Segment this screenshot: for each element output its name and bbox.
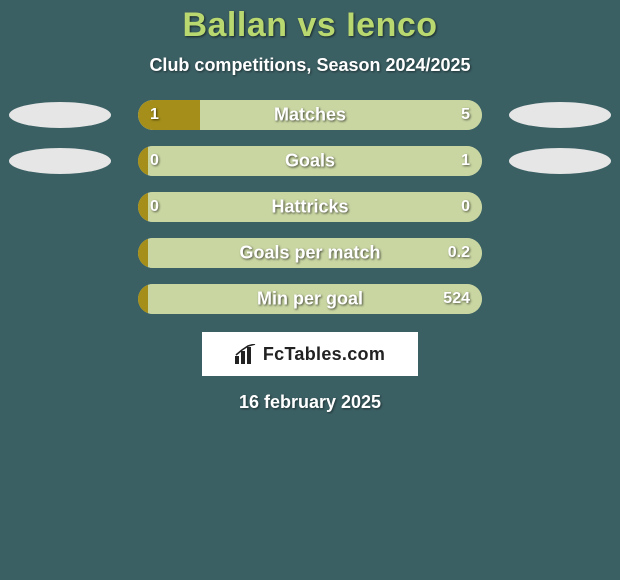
stat-metric-label: Goals per match xyxy=(239,243,380,264)
player-left-marker xyxy=(9,148,111,174)
stat-bar-left-segment xyxy=(138,146,148,176)
stat-row: 524 Min per goal xyxy=(0,284,620,314)
player-right-marker xyxy=(509,148,611,174)
stat-bar-left-segment xyxy=(138,192,148,222)
stat-value-left: 0 xyxy=(150,152,159,170)
stat-row: 0.2 Goals per match xyxy=(0,238,620,268)
stat-bar: 0.2 Goals per match xyxy=(138,238,482,268)
stat-value-right: 0.2 xyxy=(448,244,470,262)
chart-icon xyxy=(235,344,257,364)
stat-value-right: 1 xyxy=(461,152,470,170)
page-subtitle: Club competitions, Season 2024/2025 xyxy=(0,55,620,76)
stat-bar: 1 5 Matches xyxy=(138,100,482,130)
stat-row: 0 1 Goals xyxy=(0,146,620,176)
stat-value-right: 524 xyxy=(443,290,470,308)
page-title: Ballan vs Ienco xyxy=(0,6,620,45)
stat-value-right: 5 xyxy=(461,106,470,124)
date-label: 16 february 2025 xyxy=(0,392,620,413)
branding-badge: FcTables.com xyxy=(202,332,418,376)
branding-text: FcTables.com xyxy=(263,344,385,365)
stat-metric-label: Min per goal xyxy=(257,289,363,310)
stat-metric-label: Goals xyxy=(285,151,335,172)
stat-bar: 524 Min per goal xyxy=(138,284,482,314)
stat-value-right: 0 xyxy=(461,198,470,216)
stat-bar: 0 0 Hattricks xyxy=(138,192,482,222)
stat-bar-left-segment xyxy=(138,284,148,314)
stat-row: 1 5 Matches xyxy=(0,100,620,130)
stat-bar: 0 1 Goals xyxy=(138,146,482,176)
stat-bar-left-segment xyxy=(138,100,200,130)
stat-value-left: 1 xyxy=(150,106,159,124)
player-left-marker xyxy=(9,102,111,128)
stat-row: 0 0 Hattricks xyxy=(0,192,620,222)
stat-value-left: 0 xyxy=(150,198,159,216)
stats-rows: 1 5 Matches 0 1 Goals 0 0 Hattricks 0.2 Goals per … xyxy=(0,100,620,314)
stat-metric-label: Matches xyxy=(274,105,346,126)
comparison-infographic: Ballan vs Ienco Club competitions, Seaso… xyxy=(0,0,620,580)
stat-metric-label: Hattricks xyxy=(271,197,348,218)
stat-bar-left-segment xyxy=(138,238,148,268)
player-right-marker xyxy=(509,102,611,128)
